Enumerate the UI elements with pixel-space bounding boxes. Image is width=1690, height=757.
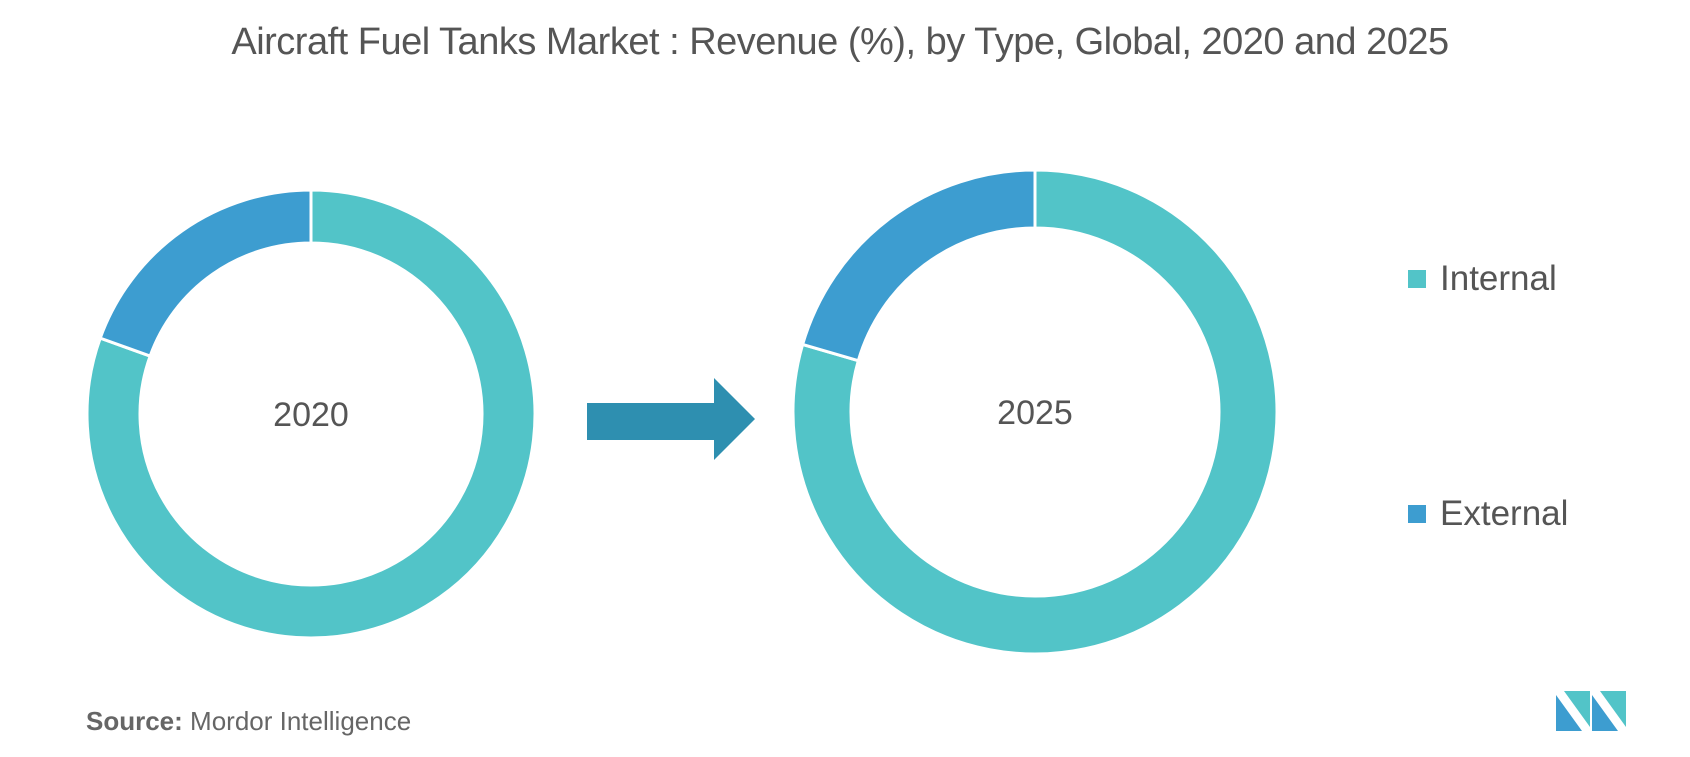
- slice-2025-external: [800, 168, 1037, 363]
- legend-swatch-internal: [1408, 270, 1426, 288]
- center-label-2020: 2020: [273, 396, 349, 434]
- slice-2020-external: [98, 188, 313, 358]
- legend-item-internal: Internal: [1408, 259, 1557, 299]
- center-label-2025: 2025: [997, 394, 1073, 432]
- arrow-icon: [587, 378, 755, 460]
- donut-2020: 2020: [85, 188, 537, 640]
- donut-2025: 2025: [791, 168, 1279, 656]
- legend-swatch-external: [1408, 505, 1426, 523]
- source-note: Source: Mordor Intelligence: [86, 706, 411, 737]
- chart-title: Aircraft Fuel Tanks Market : Revenue (%)…: [231, 21, 1449, 63]
- source-text: Mordor Intelligence: [190, 706, 412, 736]
- source-prefix: Source:: [86, 706, 183, 736]
- legend-label-internal: Internal: [1440, 259, 1557, 298]
- mordor-intelligence-logo: [1556, 691, 1626, 731]
- slice-2025-internal: [791, 168, 1279, 656]
- slice-2020-internal: [85, 188, 537, 640]
- legend-item-external: External: [1408, 494, 1568, 534]
- legend-label-external: External: [1440, 494, 1569, 533]
